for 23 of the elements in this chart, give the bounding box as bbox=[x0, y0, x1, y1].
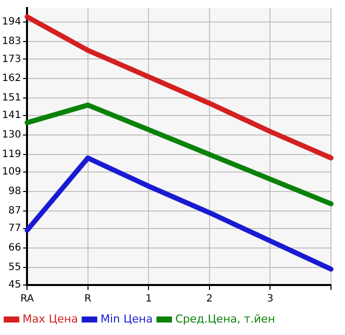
y-tick-label: 109 bbox=[2, 166, 22, 178]
y-tick-label: 151 bbox=[2, 92, 22, 104]
x-tick-label: 2 bbox=[206, 294, 213, 305]
y-tick-label: 130 bbox=[2, 130, 22, 141]
y-tick-label: 194 bbox=[2, 16, 22, 28]
y-tick-label: 87 bbox=[8, 205, 22, 216]
y-tick-label: 119 bbox=[2, 149, 22, 160]
y-tick-label: 77 bbox=[8, 223, 22, 234]
x-tick-label: R bbox=[84, 294, 92, 305]
y-tick-label: 98 bbox=[8, 186, 22, 198]
y-tick-label: 141 bbox=[2, 110, 22, 122]
x-tick-label: 1 bbox=[145, 294, 152, 305]
y-tick-label: 55 bbox=[8, 262, 22, 273]
legend-label: Сред.Цена, т.йен bbox=[175, 312, 276, 326]
y-tick-label: 45 bbox=[8, 280, 22, 291]
y-tick-label: 66 bbox=[8, 242, 22, 254]
legend-label: Min Цена bbox=[100, 312, 153, 326]
y-tick-label: 173 bbox=[2, 54, 22, 65]
legend-label: Max Цена bbox=[22, 312, 78, 326]
x-tick-label: RA bbox=[20, 294, 34, 305]
y-tick-label: 162 bbox=[2, 73, 22, 84]
x-tick-label: 3 bbox=[267, 294, 274, 305]
y-tick-label: 183 bbox=[2, 36, 22, 48]
